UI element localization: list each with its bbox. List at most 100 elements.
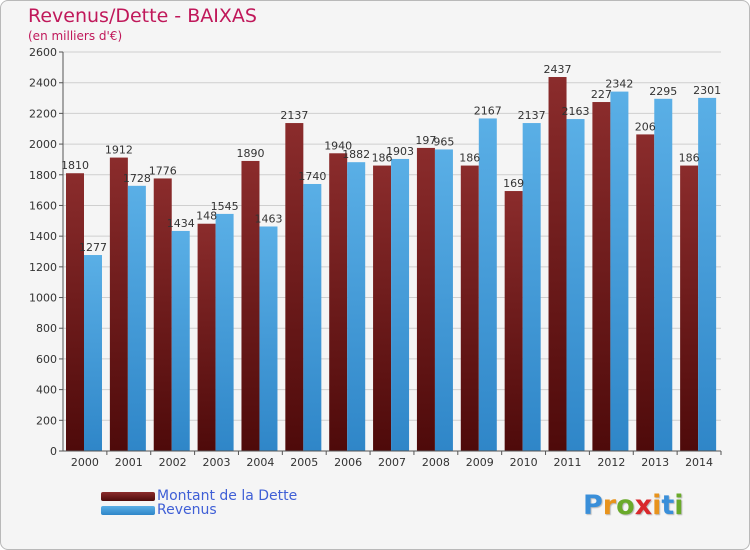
bar-debt-2010	[504, 191, 523, 452]
bar-revenus-2002	[171, 230, 190, 451]
bar-debt-2004	[241, 160, 260, 451]
bar-revenus-2010	[522, 123, 541, 452]
bar-debt-2005	[285, 123, 304, 452]
bar-revenus-2013	[654, 98, 673, 451]
x-tick-label: 2004	[246, 456, 274, 469]
y-tick-label: 1000	[29, 292, 57, 305]
bar-revenus-2009	[478, 118, 497, 451]
data-label-debt-2003: 148	[196, 210, 217, 223]
y-tick-label: 0	[50, 445, 57, 458]
x-tick-label: 2003	[203, 456, 231, 469]
data-label-revenus-2014: 2301	[693, 84, 721, 97]
data-label-revenus-2013: 2295	[649, 85, 677, 98]
data-label-debt-2011: 2437	[544, 63, 572, 76]
bar-debt-2003	[197, 223, 216, 451]
data-label-revenus-2005: 1740	[298, 170, 326, 183]
data-label-debt-2009: 186	[459, 152, 480, 165]
bar-debt-2006	[329, 153, 348, 452]
data-label-revenus-2006: 1882	[342, 148, 370, 161]
y-tick-label: 400	[36, 384, 57, 397]
bar-debt-2013	[636, 134, 655, 451]
legend-item-revenus: Revenus	[101, 502, 217, 518]
data-label-revenus-2011: 2163	[562, 105, 590, 118]
data-label-revenus-2000: 1277	[79, 241, 107, 254]
bar-debt-2008	[416, 147, 435, 452]
data-label-debt-2006: 1940	[324, 139, 352, 152]
y-tick-label: 1800	[29, 169, 57, 182]
data-label-debt-2014: 186	[679, 152, 700, 165]
x-tick-label: 2000	[71, 456, 99, 469]
x-tick-label: 2006	[334, 456, 362, 469]
chart-subtitle: (en milliers d'€)	[28, 29, 123, 43]
data-label-revenus-2003: 1545	[211, 200, 239, 213]
x-tick-label: 2014	[685, 456, 713, 469]
y-tick-label: 1600	[29, 199, 57, 212]
x-tick-label: 2012	[597, 456, 625, 469]
data-label-debt-2000: 1810	[61, 159, 89, 172]
proxiti-logo: Proxiti	[583, 490, 684, 521]
bar-revenus-2003	[215, 213, 234, 451]
bar-debt-2009	[460, 165, 479, 452]
bar-revenus-2012	[610, 91, 629, 451]
x-tick-label: 2001	[115, 456, 143, 469]
x-tick-label: 2010	[510, 456, 538, 469]
data-label-debt-2005: 2137	[280, 109, 308, 122]
y-tick-label: 800	[36, 322, 57, 335]
data-label-revenus-2009: 2167	[474, 104, 502, 117]
bar-revenus-2011	[566, 119, 585, 452]
bar-debt-2007	[373, 165, 392, 452]
bar-revenus-2014	[698, 97, 717, 451]
legend-label-debt: Montant de la Dette	[157, 488, 298, 504]
legend-item-debt: Montant de la Dette	[101, 488, 297, 504]
bar-debt-2011	[548, 77, 567, 452]
y-tick-label: 1400	[29, 230, 57, 243]
bar-revenus-2004	[259, 226, 278, 451]
data-label-revenus-2002: 1434	[167, 217, 195, 230]
bar-revenus-2000	[84, 255, 102, 451]
data-label-debt-2007: 186	[372, 152, 393, 165]
data-label-debt-2012: 227	[591, 88, 612, 101]
y-tick-label: 2400	[29, 77, 57, 90]
x-tick-label: 2011	[553, 456, 581, 469]
y-tick-label: 600	[36, 353, 57, 366]
bar-debt-2014	[680, 165, 699, 452]
bar-revenus-2008	[434, 149, 453, 452]
data-label-debt-2008: 197	[415, 134, 436, 147]
data-label-revenus-2010: 2137	[518, 109, 546, 122]
bar-debt-2000	[66, 173, 84, 451]
bar-debt-2001	[109, 157, 128, 451]
data-label-revenus-2012: 2342	[605, 78, 633, 91]
bar-debt-2002	[153, 178, 172, 451]
data-label-revenus-2008: 965	[433, 135, 454, 148]
y-tick-label: 2000	[29, 138, 57, 151]
bar-debt-2012	[592, 102, 611, 451]
x-tick-label: 2002	[159, 456, 187, 469]
data-label-debt-2010: 169	[503, 177, 524, 190]
x-tick-label: 2009	[466, 456, 494, 469]
x-tick-label: 2013	[641, 456, 669, 469]
legend-swatch-debt	[101, 491, 155, 501]
data-label-revenus-2004: 1463	[254, 212, 282, 225]
bar-revenus-2001	[127, 185, 146, 451]
y-tick-label: 2600	[29, 46, 57, 59]
y-tick-label: 200	[36, 414, 57, 427]
bar-revenus-2005	[303, 183, 322, 451]
legend-swatch-revenus	[101, 505, 155, 515]
y-tick-label: 1200	[29, 261, 57, 274]
data-label-debt-2013: 206	[635, 120, 656, 133]
x-tick-label: 2005	[290, 456, 318, 469]
data-label-revenus-2001: 1728	[123, 172, 151, 185]
bar-revenus-2007	[391, 158, 410, 451]
data-label-debt-2001: 1912	[105, 144, 133, 157]
legend-label-revenus: Revenus	[157, 502, 217, 518]
x-tick-label: 2008	[422, 456, 450, 469]
data-label-revenus-2007: 1903	[386, 145, 414, 158]
y-tick-label: 2200	[29, 107, 57, 120]
bar-revenus-2006	[347, 162, 366, 452]
data-label-debt-2002: 1776	[149, 164, 177, 177]
data-label-debt-2004: 1890	[236, 147, 264, 160]
chart-title: Revenus/Dette - BAIXAS	[28, 5, 257, 27]
x-tick-label: 2007	[378, 456, 406, 469]
